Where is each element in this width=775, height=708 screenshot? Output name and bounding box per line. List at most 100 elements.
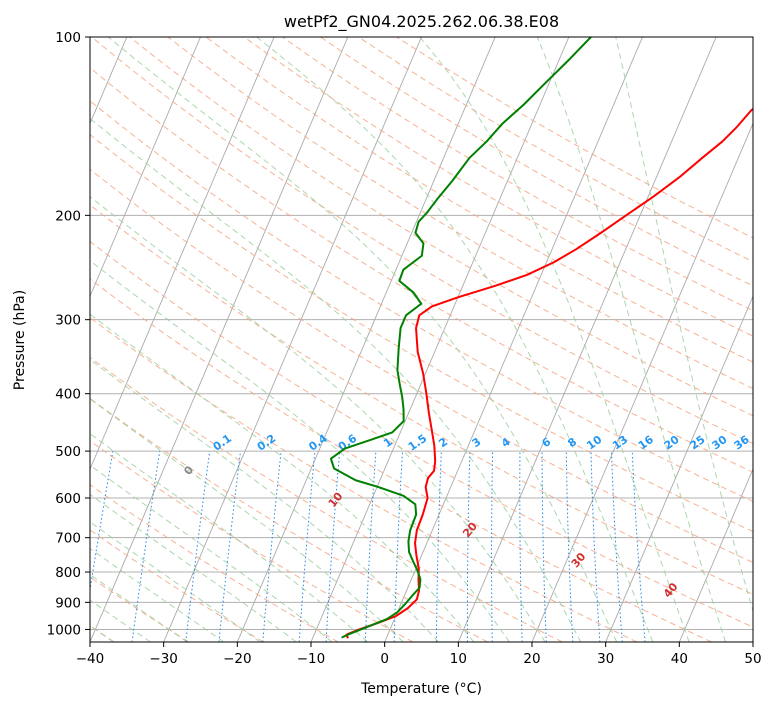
y-tick-label: 300: [55, 313, 81, 329]
y-tick-label: 700: [55, 531, 81, 547]
x-tick-label: 50: [744, 651, 761, 667]
dry-adiabat-line: [90, 576, 190, 642]
x-tick-label: 0: [380, 651, 389, 667]
moist-adiabat-label: 40: [661, 580, 681, 600]
mixing-ratio-line: [262, 451, 282, 642]
dewpoint-profile-line: [329, 37, 592, 639]
mixing-ratio-lines: [90, 451, 646, 642]
isotherm-line: [163, 37, 422, 642]
moist-adiabat-line: [90, 398, 404, 642]
mixing-ratio-line: [519, 451, 523, 642]
mixing-ratio-line: [218, 451, 242, 642]
isotherm-lines: [90, 37, 753, 642]
x-tick-label: 40: [671, 651, 688, 667]
mixing-ratio-label: 6: [540, 435, 554, 450]
moist-adiabat-line: [90, 358, 439, 642]
mixing-ratio-line: [90, 451, 114, 593]
moist-adiabat-label: 10: [326, 490, 346, 510]
moist-adiabat-line: [107, 37, 618, 642]
dry-adiabat-line: [90, 278, 712, 642]
dry-adiabat-line: [205, 37, 753, 363]
mixing-ratio-line: [610, 451, 623, 642]
dry-adiabat-line: [90, 397, 488, 642]
isotherm-line: [457, 37, 717, 642]
moist-adiabat-line: [615, 37, 753, 613]
moist-adiabat-line: [90, 313, 475, 642]
dry-adiabat-line: [90, 133, 753, 533]
y-tick-label: 200: [55, 208, 81, 224]
dry-adiabat-line: [282, 37, 753, 312]
dry-adiabat-line: [90, 100, 753, 503]
y-tick-label: 900: [55, 595, 81, 611]
dry-adiabat-line: [90, 356, 563, 642]
mixing-ratio-label: 36: [732, 433, 752, 453]
moist-adiabat-line: [90, 547, 225, 642]
moist-adiabat-line: [90, 493, 297, 642]
moist-adiabat-label: 30: [569, 550, 589, 570]
dry-adiabat-line: [90, 204, 753, 595]
isotherm-line: [605, 295, 753, 642]
dry-adiabat-line: [167, 37, 753, 390]
x-tick-label: −40: [76, 651, 105, 667]
mixing-ratio-label: 4: [499, 435, 513, 450]
dry-adiabat-line: [243, 37, 753, 337]
mixing-ratio-line: [491, 451, 494, 642]
mixing-ratio-label: 20: [662, 433, 682, 453]
temperature-profile-line: [345, 107, 753, 639]
mixing-ratio-line: [435, 451, 442, 642]
isotherm-line: [752, 640, 753, 642]
x-tick-label: 20: [523, 651, 540, 667]
pressure-gridlines: [90, 37, 753, 630]
dry-adiabat-line: [90, 529, 264, 642]
chart-title: wetPf2_GN04.2025.262.06.38.E08: [284, 12, 559, 32]
mixing-ratio-label: 16: [636, 433, 656, 453]
mixing-ratio-label: 0.6: [336, 432, 360, 454]
moist-adiabat-line: [90, 196, 546, 642]
isopleth-labels: 0.1 0.2 0.4 0.6 1 1.5 2 3 4 6 8 10 13 16 20 25 30 3601020…: [181, 432, 752, 601]
y-axis: 100 200 300 400 500 600 700 800 900 1000: [47, 30, 90, 638]
dry-adiabat-line: [90, 317, 638, 642]
moist-adiabat-lines: [90, 37, 753, 642]
mixing-ratio-label: 1.5: [406, 432, 429, 454]
isotherm-line: [90, 37, 349, 642]
moist-adiabat-line: [90, 260, 510, 642]
dry-adiabat-line: [91, 37, 753, 445]
mixing-ratio-label: 1: [381, 435, 395, 450]
moist-adiabat-line: [536, 37, 727, 642]
mixing-ratio-label: 3: [470, 435, 484, 450]
isotherm-line: [678, 467, 753, 642]
y-tick-label: 600: [55, 491, 81, 507]
mixing-ratio-line: [466, 451, 471, 642]
dry-adiabat-lines: [90, 37, 753, 642]
moist-adiabat-label: 0: [181, 463, 196, 477]
moist-adiabat-line: [90, 433, 369, 642]
profile-series: [329, 37, 753, 639]
mixing-ratio-line: [131, 451, 161, 642]
isotherm-line: [90, 37, 201, 298]
dry-adiabat-line: [90, 484, 339, 642]
moist-adiabat-line: [90, 117, 582, 642]
plot-area: 0.1 0.2 0.4 0.6 1 1.5 2 3 4 6 8 10 13 16 20 25 30 3601020…: [90, 37, 753, 642]
dry-adiabat-line: [358, 37, 753, 263]
mixing-ratio-label: 2: [436, 435, 450, 450]
dry-adiabat-line: [90, 240, 753, 628]
x-tick-label: −10: [297, 651, 326, 667]
dry-adiabat-line: [90, 168, 753, 564]
mixing-ratio-line: [631, 451, 646, 642]
moist-adiabat-line: [90, 464, 333, 642]
isotherm-line: [384, 37, 643, 642]
isotherm-line: [531, 122, 753, 642]
x-tick-label: −30: [149, 651, 178, 667]
y-tick-label: 500: [55, 444, 81, 460]
x-tick-label: 10: [450, 651, 467, 667]
x-tick-label: 30: [597, 651, 614, 667]
y-tick-label: 400: [55, 387, 81, 403]
y-axis-label: Pressure (hPa): [12, 290, 28, 390]
x-axis-label: Temperature (°C): [360, 681, 482, 697]
dry-adiabat-line: [90, 440, 414, 642]
moist-adiabat-label: 20: [460, 520, 480, 540]
mixing-ratio-label: 13: [610, 433, 630, 452]
moist-adiabat-line: [90, 573, 188, 642]
mixing-ratio-label: 0.2: [255, 432, 278, 454]
